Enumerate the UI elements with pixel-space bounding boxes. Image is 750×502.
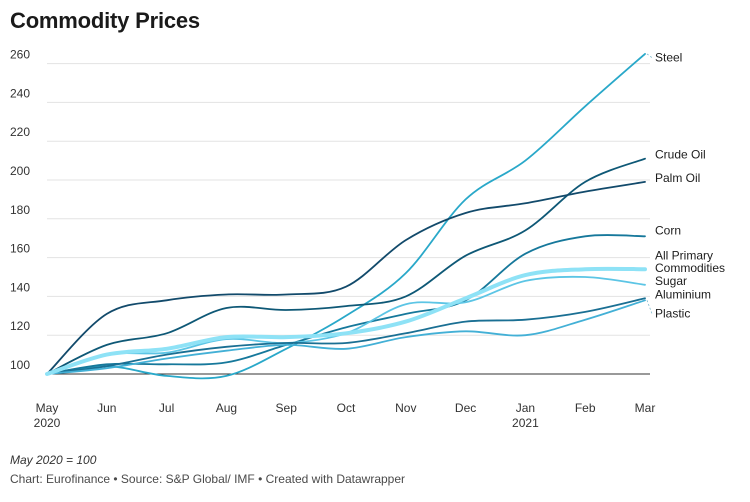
y-tick-label-140: 140: [10, 280, 30, 294]
label-leader-steel: [646, 53, 653, 58]
x-tick-label-sep: Sep: [276, 401, 298, 415]
label-leader-plastic: [646, 300, 653, 314]
series-label-commodities: Commodities: [655, 261, 725, 275]
x-tick-label-mar: Mar: [635, 401, 656, 415]
base-note: May 2020 = 100: [10, 453, 97, 467]
series-line-all-primary-commodities: [45, 266, 647, 376]
y-tick-label-180: 180: [10, 203, 30, 217]
x-tick-label-jun: Jun: [97, 401, 116, 415]
series-label-all-primary: All Primary: [655, 249, 713, 263]
series-line-sugar: [46, 275, 646, 375]
series-line-corn: [46, 234, 646, 375]
x-tick-label-nov: Nov: [395, 401, 416, 415]
series-label-corn: Corn: [655, 223, 681, 237]
x-tick-year-2021: 2021: [512, 416, 539, 430]
series-line-palm-oil: [46, 181, 646, 375]
series-lines: [45, 53, 647, 380]
chart-title: Commodity Prices: [10, 8, 200, 33]
series-label-crude-oil: Crude Oil: [655, 148, 706, 162]
x-tick-label-feb: Feb: [575, 401, 596, 415]
series-label-palm-oil: Palm Oil: [655, 171, 700, 185]
x-tick-label-jan: Jan: [516, 401, 535, 415]
grid-lines: [47, 63, 650, 375]
series-line-steel: [46, 53, 646, 380]
series-labels: Steel Crude Oil Palm Oil Corn All PrimaryCom…: [646, 51, 725, 321]
y-tick-label-160: 160: [10, 242, 30, 256]
series-label-aluminium: Aluminium: [655, 287, 711, 301]
series-label-steel: Steel: [655, 51, 682, 65]
y-axis: 100 120 140 160 180 200 220 240 260: [10, 48, 30, 372]
series-line-crude-oil: [46, 157, 646, 375]
series-line-plastic: [46, 299, 646, 375]
series-label-plastic: Plastic: [655, 307, 690, 321]
y-tick-label-200: 200: [10, 164, 30, 178]
y-tick-label-120: 120: [10, 319, 30, 333]
x-tick-label-jul: Jul: [159, 401, 174, 415]
x-tick-label-dec: Dec: [455, 401, 476, 415]
x-tick-label-oct: Oct: [337, 401, 356, 415]
x-tick-label-aug: Aug: [216, 401, 237, 415]
y-tick-label-260: 260: [10, 48, 30, 62]
y-tick-label-240: 240: [10, 86, 30, 100]
series-line-aluminium: [46, 297, 646, 375]
y-tick-label-100: 100: [10, 358, 30, 372]
series-label-sugar: Sugar: [655, 274, 687, 288]
x-tick-label-may: May: [36, 401, 59, 415]
y-tick-label-220: 220: [10, 125, 30, 139]
source-line: Chart: Eurofinance • Source: S&P Global/…: [10, 472, 406, 486]
x-tick-year-2020: 2020: [34, 416, 61, 430]
